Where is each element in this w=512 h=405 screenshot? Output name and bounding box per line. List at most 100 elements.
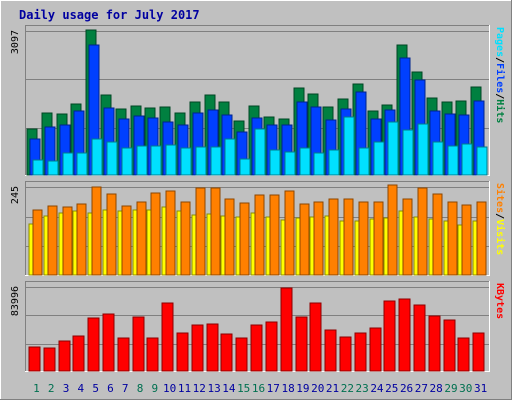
x-tick-label: 11 [178,382,191,395]
bar-sites [461,204,472,276]
x-tick-label: 26 [400,382,413,395]
bar-pages [387,121,399,176]
bar-sites [432,193,443,276]
bar-sites [121,205,132,276]
bar-pages [402,129,414,176]
bar-kbytes [191,324,204,372]
bar-sites [447,201,458,276]
bar-pages [313,152,325,176]
legend-part: Visits [494,219,506,255]
bar-pages [165,144,177,176]
y-axis-legend: KBytes [494,283,505,319]
x-tick-label: 9 [152,382,159,395]
bar-pages [284,151,296,176]
bar-sites [284,190,295,276]
bar-sites [136,201,147,276]
bar-pages [343,116,355,176]
y-axis-legend: Sites/Visits [494,183,506,255]
bar-kbytes [309,302,322,372]
bar-sites [328,198,339,276]
bar-kbytes [324,329,337,372]
bar-sites [76,203,87,276]
bar-kbytes [428,315,441,372]
bar-sites [343,198,354,276]
x-tick-label: 7 [122,382,129,395]
x-tick-label: 10 [163,382,176,395]
bar-pages [150,145,162,176]
bar-sites [180,201,191,276]
x-tick-label: 16 [252,382,265,395]
bar-sites [32,209,43,276]
x-tick-label: 19 [296,382,309,395]
bar-sites [387,184,398,276]
legend-part: Hits [494,99,506,123]
bar-pages [106,141,118,176]
bar-pages [461,143,473,176]
bar-sites [91,186,102,276]
bar-kbytes [176,332,189,372]
bar-pages [180,147,192,176]
bar-sites [47,205,58,276]
bar-kbytes [117,337,130,372]
bar-kbytes [161,302,174,372]
y-max-label: 3097 [10,30,21,54]
x-tick-label: 20 [311,382,324,395]
legend-part: Pages [494,27,505,57]
x-tick-label: 29 [444,382,457,395]
x-tick-label: 25 [385,382,398,395]
bar-kbytes [220,333,233,372]
bar-pages [299,147,311,176]
bar-pages [91,138,103,176]
legend-part: Sites [494,183,506,213]
bar-pages [121,147,133,176]
x-tick-label: 23 [356,382,369,395]
legend-part: Files [494,63,506,93]
x-tick-label: 18 [281,382,294,395]
bar-pages [195,146,207,176]
bar-kbytes [280,287,293,372]
bar-kbytes [235,337,248,372]
bar-kbytes [206,323,219,372]
legend-part: / [494,93,505,99]
panel-kbytes: 83996 KBytes [10,281,505,372]
bar-kbytes [28,346,41,372]
x-tick-label: 4 [78,382,85,395]
x-tick-label: 31 [474,382,487,395]
bar-pages [224,138,236,176]
bar-sites [299,203,310,276]
bar-pages [62,152,74,176]
bar-pages [476,146,488,176]
panel-hits-files-pages: 3097 Pages/Files/Hits [10,25,506,176]
x-tick-label: 1 [33,382,40,395]
bar-sites [313,201,324,276]
bar-pages [417,123,429,176]
bar-kbytes [443,319,456,372]
x-tick-label: 14 [222,382,236,395]
bar-sites [417,187,428,276]
legend-part: KBytes [494,283,505,319]
bar-sites [254,194,265,276]
x-tick-label: 13 [207,382,220,395]
bar-sites [373,201,384,276]
bar-sites [210,187,221,276]
x-tick-label: 28 [430,382,443,395]
bar-kbytes [58,340,71,372]
bar-pages [432,141,444,176]
bar-kbytes [295,316,308,372]
bar-sites [269,194,280,276]
x-tick-label: 2 [48,382,55,395]
bar-sites [165,190,176,276]
bar-sites [150,192,161,276]
x-axis-labels: 1 2 3 4 5 6 7 8 9 10 11 12 13 14 15 16 17 18 19 20 21 22 23 24 2… [33,382,487,395]
bar-sites [224,198,235,276]
x-tick-label: 12 [193,382,206,395]
bar-kbytes [250,324,263,372]
bar-kbytes [398,298,411,372]
bar-kbytes [457,337,470,372]
bar-sites [62,206,73,276]
y-axis-legend: Pages/Files/Hits [494,27,506,123]
panel-sites-visits: 245 Sites/Visits [10,181,506,276]
bar-pages [239,158,251,176]
bar-pages [210,146,222,176]
